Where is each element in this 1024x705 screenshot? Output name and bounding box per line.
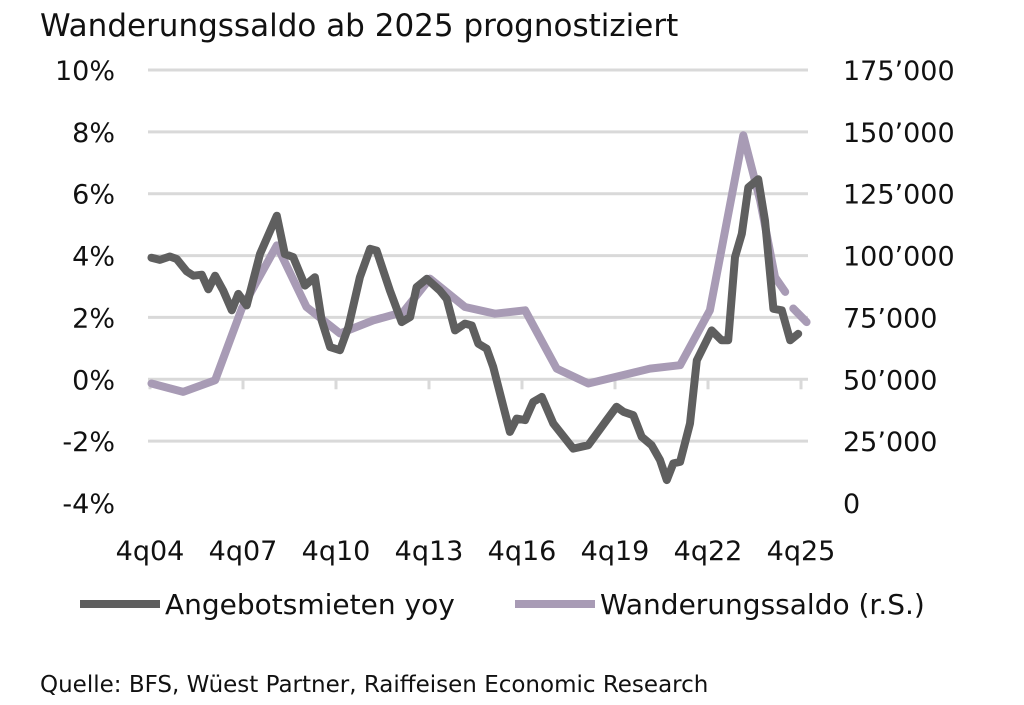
y-left-tick-label: 4% — [72, 242, 115, 273]
series-line-wanderungssaldo — [147, 131, 790, 396]
x-tick-label: 4q04 — [116, 536, 185, 567]
y-right-tick-label: 175’000 — [843, 56, 955, 87]
y-left-tick-label: -4% — [62, 489, 115, 520]
y-right-tick-label: 0 — [843, 489, 860, 520]
series-line-wanderungssaldo-forecast — [789, 304, 811, 327]
y-left-tick-label: 2% — [72, 303, 115, 334]
source-note: Quelle: BFS, Wüest Partner, Raiffeisen E… — [40, 672, 708, 698]
y-right-tick-label: 75’000 — [843, 303, 937, 334]
y-right-tick-label: 50’000 — [843, 365, 937, 396]
y-right-tick-label: 125’000 — [843, 180, 955, 211]
legend-label-wanderungssaldo: Wanderungssaldo (r.S.) — [600, 588, 925, 621]
series-line-angebotsmieten — [147, 175, 803, 485]
x-tick-label: 4q16 — [488, 536, 557, 567]
x-tick-label: 4q10 — [302, 536, 371, 567]
y-right-tick-label: 100’000 — [843, 242, 955, 273]
y-left-tick-label: 6% — [72, 180, 115, 211]
y-left-tick-label: 0% — [72, 365, 115, 396]
y-left-tick-label: 8% — [72, 118, 115, 149]
x-tick-label: 4q07 — [209, 536, 278, 567]
x-tick-label: 4q22 — [674, 536, 743, 567]
y-left-tick-label: 10% — [55, 56, 115, 87]
x-tick-label: 4q25 — [767, 536, 836, 567]
chart-title: Wanderungssaldo ab 2025 prognostiziert — [40, 8, 678, 44]
y-right-tick-label: 150’000 — [843, 118, 955, 149]
x-tick-label: 4q19 — [581, 536, 650, 567]
x-tick-label: 4q13 — [395, 536, 464, 567]
legend-label-angebotsmieten: Angebotsmieten yoy — [165, 588, 455, 621]
y-right-tick-label: 25’000 — [843, 427, 937, 458]
y-left-tick-label: -2% — [62, 427, 115, 458]
